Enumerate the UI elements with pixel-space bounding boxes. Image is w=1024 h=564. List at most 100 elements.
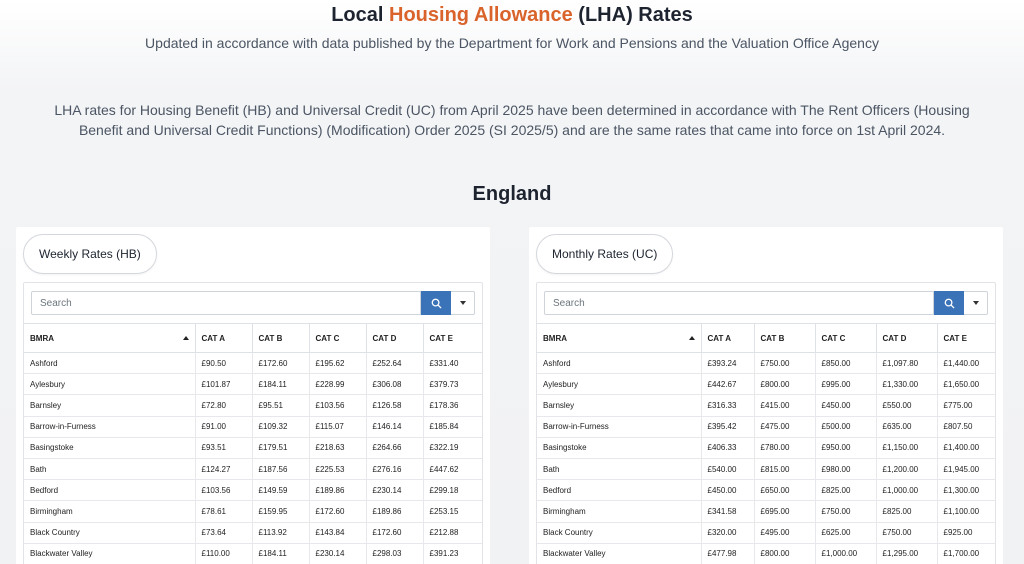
sort-ascending-icon	[688, 336, 695, 340]
table-row[interactable]: Blackwater Valley £110.00 £184.11 £230.14 £2…	[24, 543, 482, 564]
table-row[interactable]: Bath £540.00 £815.00 £980.00 £1,200.00 £1,945…	[537, 458, 995, 481]
rate-cell: £450.00	[700, 479, 754, 502]
rate-cell: £1,400.00	[936, 437, 995, 459]
table-row[interactable]: Ashford £393.24 £750.00 £850.00 £1,097.80 £1,…	[537, 352, 995, 375]
column-header-cat-a[interactable]: CAT A	[700, 323, 754, 353]
bmra-cell: Barrow-in-Furness	[24, 416, 195, 438]
rate-cell: £95.51	[251, 394, 309, 417]
rate-cell: £650.00	[753, 479, 815, 502]
rate-cell: £189.86	[308, 479, 366, 502]
column-header-cat-a[interactable]: CAT A	[194, 323, 252, 353]
table-row[interactable]: Black Country £73.64 £113.92 £143.84 £172.60…	[24, 522, 482, 544]
table-row[interactable]: Black Country £320.00 £495.00 £625.00 £750.0…	[537, 522, 995, 544]
column-header-cat-c[interactable]: CAT C	[308, 323, 366, 353]
monthly-search-bar	[544, 291, 988, 315]
weekly-rates-table: BMRA CAT A CAT B CAT C CAT D CAT E Ashfo…	[24, 323, 482, 564]
monthly-rates-tab[interactable]: Monthly Rates (UC)	[536, 234, 674, 274]
column-header-cat-b[interactable]: CAT B	[251, 323, 309, 353]
rate-cell: £695.00	[753, 500, 815, 523]
monthly-search-input[interactable]	[544, 291, 934, 315]
rate-cell: £225.53	[308, 458, 366, 481]
rate-cell: £103.56	[194, 479, 252, 502]
rate-cell: £1,700.00	[936, 543, 995, 564]
page-subtitle: Updated in accordance with data publishe…	[145, 35, 879, 51]
table-row[interactable]: Bedford £103.56 £149.59 £189.86 £230.14 £299.…	[24, 479, 482, 502]
weekly-search-button[interactable]	[421, 291, 451, 315]
rate-cell: £179.51	[251, 437, 309, 459]
rate-cell: £306.08	[365, 373, 423, 396]
title-accent: Housing Allowance	[389, 4, 573, 26]
table-row[interactable]: Barrow-in-Furness £395.42 £475.00 £500.00 £6…	[537, 416, 995, 438]
rate-cell: £341.58	[700, 500, 754, 523]
rate-cell: £550.00	[875, 394, 937, 417]
table-row[interactable]: Barrow-in-Furness £91.00 £109.32 £115.07 £14…	[24, 416, 482, 438]
rate-cell: £950.00	[814, 437, 876, 459]
rate-cell: £73.64	[194, 522, 252, 544]
column-header-cat-e[interactable]: CAT E	[422, 323, 482, 353]
bmra-cell: Bath	[537, 458, 701, 481]
rate-cell: £1,100.00	[936, 500, 995, 523]
column-header-cat-c[interactable]: CAT C	[814, 323, 876, 353]
monthly-search-dropdown[interactable]	[964, 291, 988, 315]
rate-cell: £1,300.00	[936, 479, 995, 502]
table-row[interactable]: Blackwater Valley £477.98 £800.00 £1,000.00…	[537, 543, 995, 564]
rate-cell: £750.00	[814, 500, 876, 523]
rate-cell: £635.00	[875, 416, 937, 438]
bmra-cell: Birmingham	[537, 500, 701, 523]
table-row[interactable]: Aylesbury £101.87 £184.11 £228.99 £306.08 £37…	[24, 373, 482, 396]
weekly-rates-tab[interactable]: Weekly Rates (HB)	[23, 234, 157, 274]
bmra-cell: Blackwater Valley	[537, 543, 701, 564]
column-header-cat-d[interactable]: CAT D	[875, 323, 937, 353]
table-row[interactable]: Barnsley £316.33 £415.00 £450.00 £550.00 £775…	[537, 394, 995, 417]
rate-cell: £1,000.00	[875, 479, 937, 502]
rate-cell: £316.33	[700, 394, 754, 417]
monthly-table-container: BMRA CAT A CAT B CAT C CAT D CAT E Ashfo…	[536, 282, 996, 564]
bmra-cell: Basingstoke	[24, 437, 195, 459]
bmra-cell: Blackwater Valley	[24, 543, 195, 564]
rate-cell: £103.56	[308, 394, 366, 417]
rate-cell: £253.15	[422, 500, 482, 523]
column-header-bmra[interactable]: BMRA	[24, 323, 195, 353]
column-header-cat-e[interactable]: CAT E	[936, 323, 995, 353]
chevron-down-icon	[459, 301, 466, 305]
rate-cell: £109.32	[251, 416, 309, 438]
page-title: Local Housing Allowance (LHA) Rates	[0, 4, 1024, 27]
column-header-bmra[interactable]: BMRA	[537, 323, 701, 353]
table-row[interactable]: Birmingham £341.58 £695.00 £750.00 £825.00 £1…	[537, 500, 995, 523]
rate-cell: £195.62	[308, 352, 366, 375]
table-row[interactable]: Bath £124.27 £187.56 £225.53 £276.16 £447.62	[24, 458, 482, 481]
column-header-cat-d[interactable]: CAT D	[365, 323, 423, 353]
rate-cell: £825.00	[875, 500, 937, 523]
rate-cell: £143.84	[308, 522, 366, 544]
rate-cell: £780.00	[753, 437, 815, 459]
bmra-cell: Ashford	[24, 352, 195, 375]
rate-cell: £995.00	[814, 373, 876, 396]
weekly-search-dropdown[interactable]	[451, 291, 475, 315]
rate-cell: £228.99	[308, 373, 366, 396]
rate-cell: £115.07	[308, 416, 366, 438]
rate-cell: £625.00	[814, 522, 876, 544]
table-row[interactable]: Basingstoke £406.33 £780.00 £950.00 £1,150.0…	[537, 437, 995, 459]
table-row[interactable]: Aylesbury £442.67 £800.00 £995.00 £1,330.00 £…	[537, 373, 995, 396]
bmra-cell: Ashford	[537, 352, 701, 375]
table-row[interactable]: Barnsley £72.80 £95.51 £103.56 £126.58 £178.3…	[24, 394, 482, 417]
rate-cell: £980.00	[814, 458, 876, 481]
table-header-row: BMRA CAT A CAT B CAT C CAT D CAT E	[24, 323, 482, 353]
table-row[interactable]: Ashford £90.50 £172.60 £195.62 £252.64 £331.4…	[24, 352, 482, 375]
weekly-table-body: Ashford £90.50 £172.60 £195.62 £252.64 £331.4…	[24, 352, 482, 564]
rate-cell: £1,097.80	[875, 352, 937, 375]
chevron-down-icon	[972, 301, 979, 305]
rate-cell: £442.67	[700, 373, 754, 396]
weekly-search-input[interactable]	[31, 291, 421, 315]
table-row[interactable]: Birmingham £78.61 £159.95 £172.60 £189.86 £25…	[24, 500, 482, 523]
monthly-search-button[interactable]	[934, 291, 964, 315]
rate-cell: £126.58	[365, 394, 423, 417]
table-row[interactable]: Basingstoke £93.51 £179.51 £218.63 £264.66 £3…	[24, 437, 482, 459]
rate-cell: £187.56	[251, 458, 309, 481]
table-row[interactable]: Bedford £450.00 £650.00 £825.00 £1,000.00 £1,…	[537, 479, 995, 502]
rate-cell: £415.00	[753, 394, 815, 417]
region-heading: England	[472, 183, 552, 205]
column-header-cat-b[interactable]: CAT B	[753, 323, 815, 353]
rate-cell: £750.00	[875, 522, 937, 544]
rate-cell: £113.92	[251, 522, 309, 544]
